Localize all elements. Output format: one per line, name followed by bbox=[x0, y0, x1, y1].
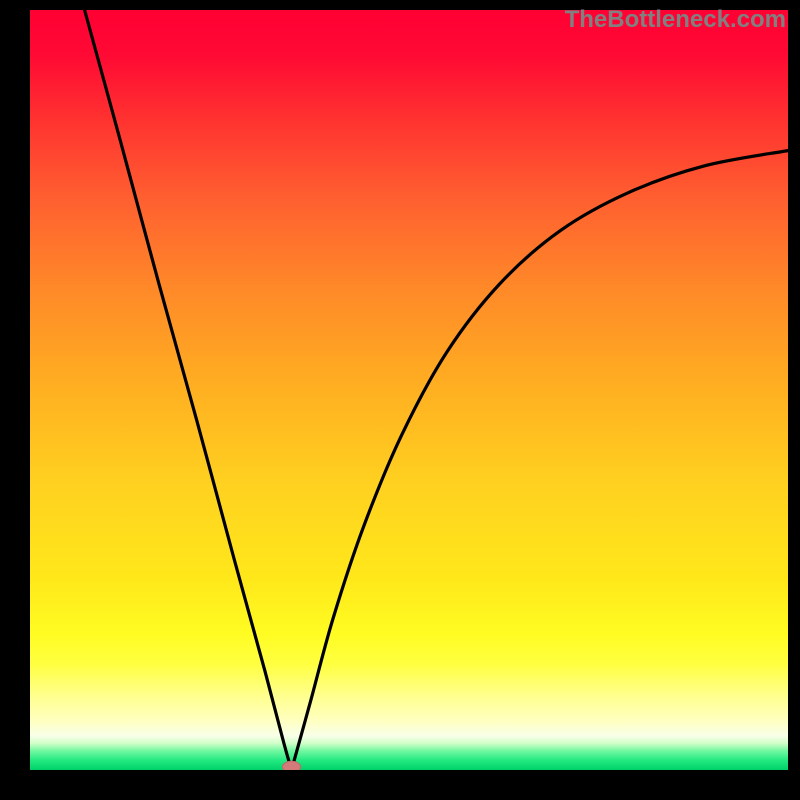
watermark-text: TheBottleneck.com bbox=[565, 6, 786, 34]
plot-area bbox=[30, 10, 788, 770]
plot-svg bbox=[30, 10, 788, 770]
figure-frame: TheBottleneck.com bbox=[0, 0, 800, 800]
optimal-point-marker bbox=[282, 761, 300, 770]
gradient-background bbox=[30, 10, 788, 770]
